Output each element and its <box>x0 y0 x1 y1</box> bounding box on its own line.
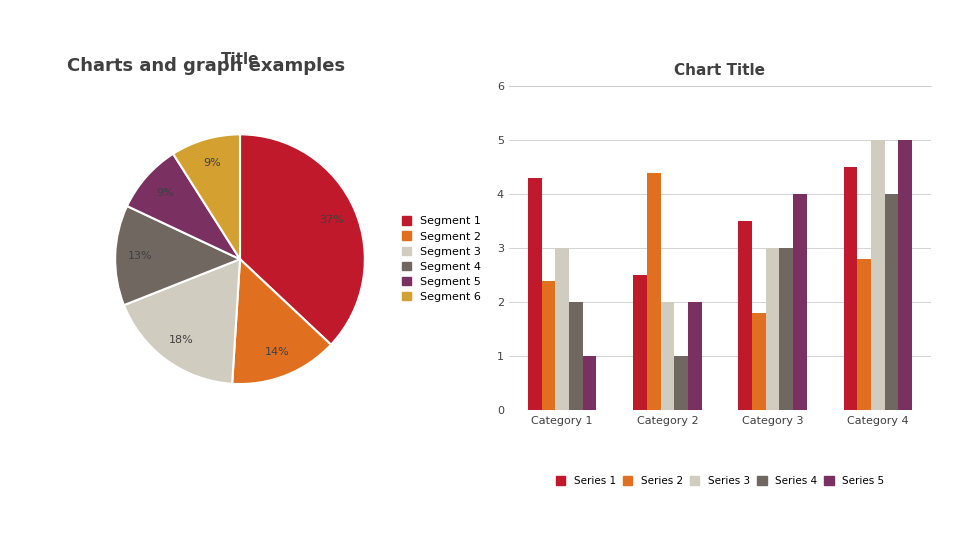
Bar <box>871 140 885 410</box>
Title: Chart Title: Chart Title <box>675 63 765 78</box>
Title: Title: Title <box>221 52 259 68</box>
Bar <box>555 248 569 410</box>
Wedge shape <box>240 134 365 345</box>
Text: Charts and graph examples: Charts and graph examples <box>67 57 346 75</box>
Bar <box>688 302 702 410</box>
Bar <box>738 221 752 410</box>
Bar <box>634 275 647 410</box>
Bar <box>541 281 555 410</box>
Bar <box>844 167 857 410</box>
Wedge shape <box>127 154 240 259</box>
Text: 9%: 9% <box>204 158 221 168</box>
Text: 37%: 37% <box>320 214 344 225</box>
Wedge shape <box>232 259 331 384</box>
Wedge shape <box>115 206 240 305</box>
Legend: Series 1, Series 2, Series 3, Series 4, Series 5: Series 1, Series 2, Series 3, Series 4, … <box>554 474 886 488</box>
Text: PLEASE DELETE THIS SLIDE WHEN YOUR PRESENTATION IS COMPLETE: PLEASE DELETE THIS SLIDE WHEN YOUR PRESE… <box>285 511 675 522</box>
Wedge shape <box>173 134 240 259</box>
Bar <box>857 259 871 410</box>
Bar <box>899 140 912 410</box>
Bar <box>766 248 780 410</box>
Wedge shape <box>124 259 240 384</box>
Text: 18%: 18% <box>169 335 194 345</box>
Text: 13%: 13% <box>128 251 153 261</box>
Bar <box>583 356 596 410</box>
Bar <box>780 248 793 410</box>
Bar <box>674 356 688 410</box>
Text: 14%: 14% <box>264 347 289 357</box>
Bar <box>885 194 899 410</box>
Legend: Segment 1, Segment 2, Segment 3, Segment 4, Segment 5, Segment 6: Segment 1, Segment 2, Segment 3, Segment… <box>399 214 483 304</box>
Bar <box>793 194 806 410</box>
Bar <box>660 302 674 410</box>
Bar <box>647 173 660 410</box>
Text: *IMPORTANT*: *IMPORTANT* <box>433 477 527 490</box>
Text: 9%: 9% <box>156 188 174 198</box>
Bar <box>528 178 541 410</box>
Bar <box>752 313 766 410</box>
Bar <box>569 302 583 410</box>
